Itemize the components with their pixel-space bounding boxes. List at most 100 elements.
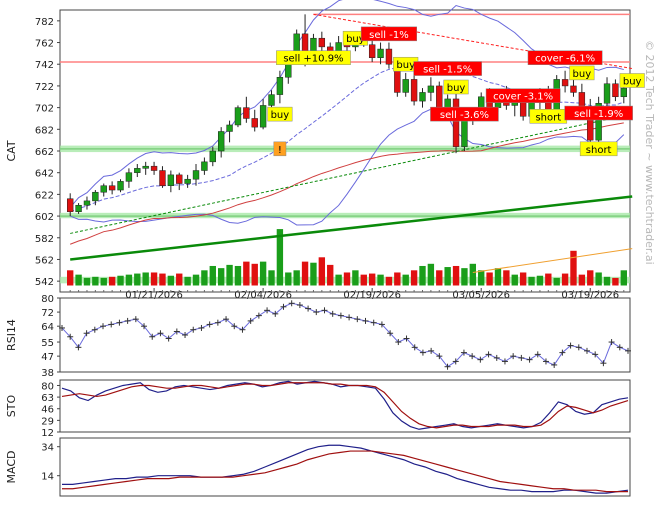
volume-bar <box>486 272 493 286</box>
volume-bar <box>209 265 216 286</box>
volume-bar <box>511 274 518 286</box>
candle-body <box>150 165 158 171</box>
rsi-panel: 38 47 55 64 72 80 RSI14 <box>5 294 631 379</box>
volume-bar <box>192 274 200 286</box>
x-tick-label: 03/05/2026 <box>452 290 510 301</box>
candle-body <box>561 79 569 87</box>
volume-bar <box>553 277 560 286</box>
volume-bar <box>385 276 393 286</box>
signal-box <box>527 50 603 65</box>
signal-box <box>276 50 351 65</box>
volume-bar <box>595 272 602 286</box>
signal-label: short <box>535 112 561 123</box>
volume-bar <box>360 274 367 286</box>
candle-body <box>377 48 384 58</box>
candle-body <box>595 103 602 141</box>
sto-ylabel: STO <box>5 394 18 417</box>
volume-bar <box>343 272 351 286</box>
volume-bar <box>394 272 401 286</box>
volume-bar <box>603 276 611 286</box>
volume-bar <box>117 275 124 286</box>
volume-bar <box>427 263 435 286</box>
candle-body <box>226 124 233 132</box>
sto-frame <box>59 379 631 433</box>
volume-bar <box>494 268 502 286</box>
candle-body <box>519 100 527 117</box>
macd-line <box>62 444 629 494</box>
price-ylabel: CAT <box>5 140 18 161</box>
candle-body <box>452 98 460 147</box>
rsi-line <box>61 302 629 368</box>
candle-body <box>385 48 393 65</box>
price-ytick-label: 582 <box>35 234 54 245</box>
volume-bar <box>561 273 569 286</box>
volume-bar <box>243 261 250 286</box>
rsi-ytick-label: 80 <box>41 294 54 305</box>
volume-bar <box>176 273 183 286</box>
price-ytick-label: 642 <box>35 169 54 180</box>
signal-label: buy <box>346 34 365 45</box>
volume-bar <box>301 261 309 286</box>
candle-body <box>419 92 426 102</box>
volume-bar <box>377 274 384 286</box>
rsi-ytick-label: 64 <box>41 322 54 333</box>
volume-bar <box>327 264 334 286</box>
signal-label: cover -3.1% <box>493 92 553 103</box>
sto-ytick-label: 80 <box>41 381 54 392</box>
volume-bar <box>335 274 342 286</box>
volume-bar <box>519 272 527 286</box>
candle-body <box>176 174 183 184</box>
macd-panel: 14 34 MACD <box>5 437 631 497</box>
volume-bar <box>461 268 468 286</box>
volume-bar <box>201 270 208 286</box>
candle-body <box>268 94 275 106</box>
price-ytick-label: 622 <box>35 190 54 201</box>
candle-body <box>142 165 149 169</box>
volume-bar <box>318 257 326 286</box>
signal-label: buy <box>573 69 592 80</box>
candle-body <box>410 79 418 102</box>
signal-box <box>579 141 618 157</box>
candle-body <box>67 198 74 212</box>
volume-bar <box>108 276 116 286</box>
volume-bar <box>125 274 133 286</box>
candle-body <box>570 85 577 93</box>
volume-bar <box>620 270 627 286</box>
sto-k-line <box>61 380 629 430</box>
candle-body <box>75 204 82 212</box>
volume-bar <box>259 261 267 286</box>
sto-ytick-label: 29 <box>41 416 54 427</box>
price-panel: 542 562 582 602 622 642 662 682 702 722 742 762 782 C… <box>5 0 645 301</box>
candle-body <box>243 107 250 119</box>
volume-bar <box>469 263 477 286</box>
volume-bar <box>134 273 141 286</box>
signal-label: sell -1.9% <box>574 109 623 120</box>
volume-bar <box>310 262 317 286</box>
signal-label: sell -1.5% <box>423 65 472 76</box>
rsi-ytick-label: 72 <box>41 308 54 319</box>
volume-bar <box>293 270 300 286</box>
candle-body <box>259 105 267 128</box>
candle-body <box>251 118 258 128</box>
candle-body <box>92 191 99 202</box>
volume-bar <box>285 272 292 286</box>
candle-body <box>234 107 242 126</box>
rsi-ytick-label: 47 <box>41 352 54 363</box>
watermark: © 2012 Tech Trader ~ www.techtrader.ai <box>643 40 656 265</box>
signal-label: cover -6.1% <box>535 54 595 65</box>
volume-bar <box>478 270 485 286</box>
candle-body <box>620 87 627 98</box>
volume-bar <box>528 276 535 286</box>
signal-box <box>443 79 469 95</box>
candle-body <box>167 174 175 186</box>
volume-bar <box>159 273 166 286</box>
candle-body <box>427 85 435 93</box>
x-tick-label: 03/19/2026 <box>561 290 619 301</box>
volume-bar <box>217 268 225 286</box>
volume-bar <box>75 274 82 286</box>
volume-bar <box>452 265 460 286</box>
trend-line <box>313 13 633 70</box>
price-ytick-label: 662 <box>35 147 54 158</box>
candle-body <box>209 150 216 163</box>
volume-bar <box>570 250 577 286</box>
